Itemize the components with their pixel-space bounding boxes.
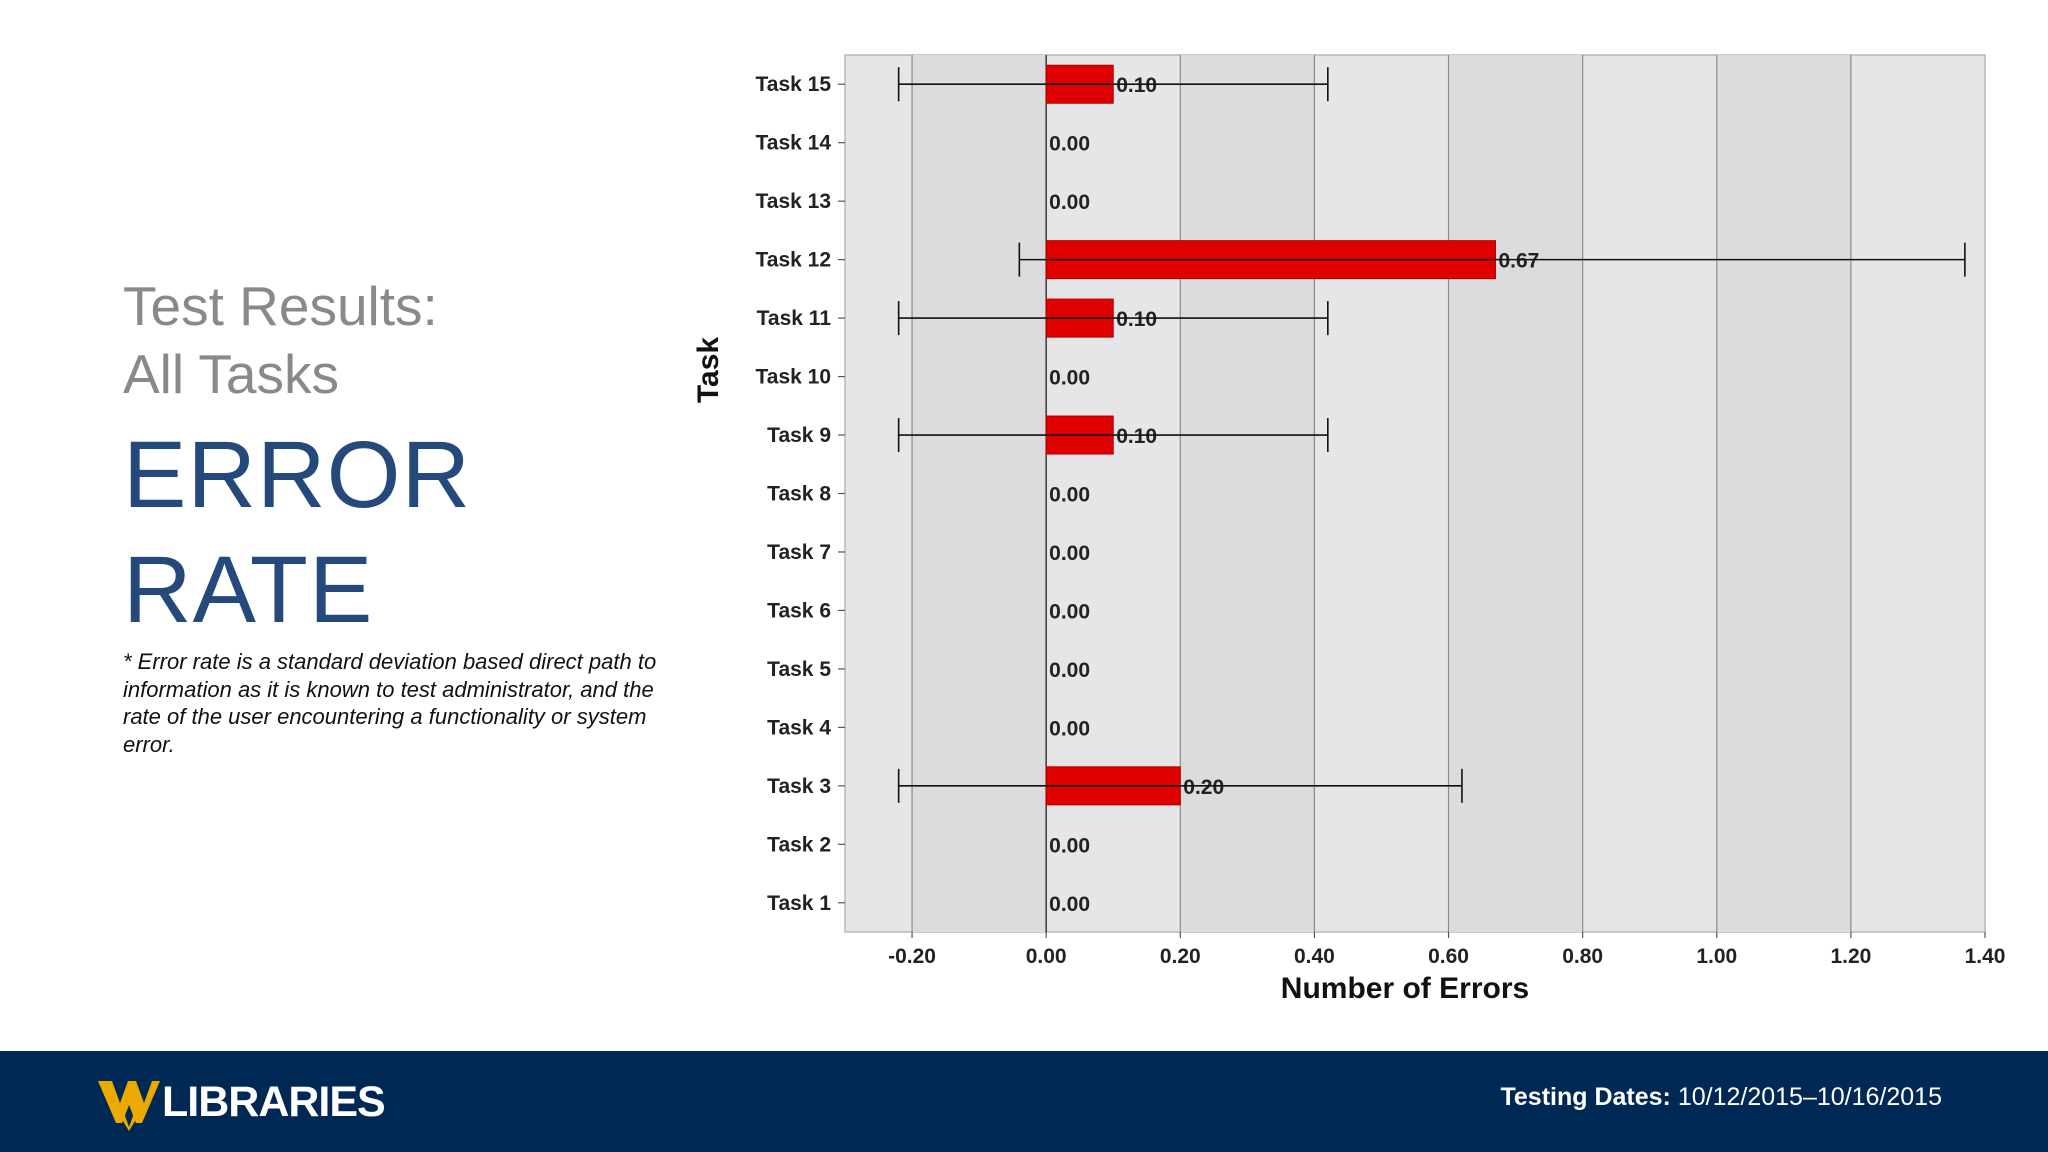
y-tick-label: Task 2 [767,833,831,856]
plot-band [1180,55,1315,932]
y-tick-label: Task 7 [767,541,831,564]
y-tick-label: Task 6 [767,599,831,622]
bar-value-label: 0.67 [1498,250,1539,273]
bar-value-label: 0.00 [1049,484,1090,507]
plot-band [1716,55,1851,932]
subtitle-line-1: Test Results: [123,275,438,337]
y-tick-label: Task 10 [756,366,832,389]
chart-svg: -0.20 0.00 0.20 0.40 0.60 0.80 1.00 1.20 1.40 Num… [692,54,2006,1005]
headline-line-2: RATE [123,537,374,643]
y-tick-label: Task 15 [756,73,832,96]
y-tick-label: Task 13 [756,190,832,213]
y-axis-title: Task [692,337,725,403]
testing-dates-label: Testing Dates: [1500,1083,1671,1111]
y-tick-label: Task 1 [767,892,831,915]
title-block: Test Results: All Tasks ERROR RATE * Err… [123,272,683,758]
bar-value-label: 0.00 [1049,367,1090,390]
y-tick-label: Task 14 [756,132,832,155]
bar-value-label: 0.00 [1049,542,1090,565]
bar-value-label: 0.10 [1116,425,1157,448]
bar-value-label: 0.10 [1116,308,1157,331]
x-tick-label: 0.20 [1160,945,1201,968]
x-tick-label: 1.00 [1696,945,1737,968]
plot-band [912,55,1047,932]
y-tick-label: Task 4 [767,716,831,739]
wv-logo-icon [98,1081,160,1131]
bar-value-label: 0.20 [1183,776,1224,799]
subtitle-line-2: All Tasks [123,343,339,405]
bar-value-label: 0.00 [1049,893,1090,916]
bar-value-label: 0.00 [1049,133,1090,156]
x-axis-title: Number of Errors [1281,972,1529,1005]
logo-wordmark: LIBRARIES [162,1078,386,1126]
y-tick-label: Task 3 [767,775,831,798]
y-tick-label: Task 12 [756,249,832,272]
plot-band [1448,55,1583,932]
x-tick-label: -0.20 [888,945,936,968]
testing-dates: Testing Dates: 10/12/2015–10/16/2015 [1500,1083,1942,1112]
x-tick-label: 0.60 [1428,945,1469,968]
bar-value-label: 0.00 [1049,191,1090,214]
headline-line-1: ERROR [123,422,472,528]
y-tick-label: Task 5 [767,658,831,681]
x-tick-label: 1.20 [1830,945,1871,968]
bar-value-label: 0.00 [1049,834,1090,857]
bar-value-label: 0.00 [1049,600,1090,623]
x-tick-label: 0.80 [1562,945,1603,968]
x-tick-label: 1.40 [1965,945,2006,968]
x-tick-label: 0.40 [1294,945,1335,968]
y-tick-label: Task 11 [757,307,832,330]
x-tick-label: 0.00 [1026,945,1067,968]
bar-value-label: 0.10 [1116,74,1157,97]
y-tick-label: Task 8 [767,483,831,506]
bar-value-label: 0.00 [1049,717,1090,740]
y-tick-label: Task 9 [767,424,831,447]
error-rate-footnote: * Error rate is a standard deviation bas… [123,649,657,757]
footer-bar: LIBRARIES Testing Dates: 10/12/2015–10/1… [0,1051,2048,1152]
error-rate-chart: -0.20 0.00 0.20 0.40 0.60 0.80 1.00 1.20 1.40 Num… [690,40,2030,1020]
testing-dates-value: 10/12/2015–10/16/2015 [1677,1083,1942,1111]
bar-value-label: 0.00 [1049,659,1090,682]
